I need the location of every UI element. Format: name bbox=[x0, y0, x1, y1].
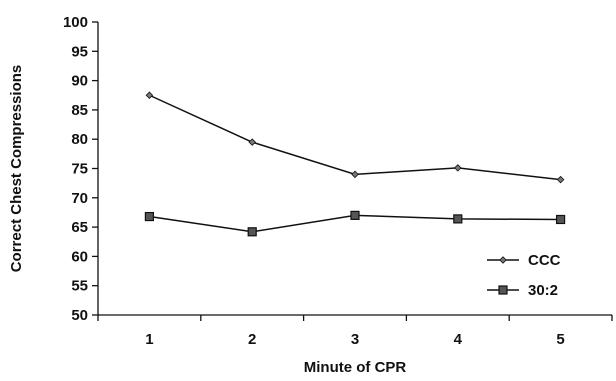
y-axis: 50 55 60 65 70 75 80 85 90 95 100 bbox=[63, 14, 99, 324]
x-tick-label: 2 bbox=[248, 331, 256, 348]
y-tick-label: 70 bbox=[71, 190, 88, 207]
x-axis-title: Minute of CPR bbox=[304, 359, 407, 376]
y-tick-label: 80 bbox=[71, 131, 88, 148]
legend: CCC 30:2 bbox=[487, 252, 561, 299]
data-point bbox=[144, 211, 154, 222]
y-axis-title: Correct Chest Compressions bbox=[8, 65, 25, 273]
data-point bbox=[351, 170, 359, 179]
y-tick-label: 75 bbox=[71, 161, 88, 178]
y-tick-label: 65 bbox=[71, 219, 88, 236]
x-tick-label: 5 bbox=[556, 331, 564, 348]
y-tick-label: 95 bbox=[71, 43, 88, 60]
y-tick-label: 85 bbox=[71, 102, 88, 119]
data-point bbox=[247, 227, 257, 237]
series-line bbox=[149, 94, 561, 181]
x-tick-label: 4 bbox=[454, 331, 463, 348]
data-point bbox=[453, 214, 463, 224]
data-point bbox=[145, 91, 154, 100]
series-layer bbox=[144, 91, 566, 237]
legend-label: CCC bbox=[528, 252, 561, 269]
data-point bbox=[454, 164, 462, 172]
legend-item: CCC bbox=[487, 252, 561, 269]
data-point bbox=[556, 175, 565, 184]
legend-item: 30:2 bbox=[487, 282, 558, 299]
series-2 bbox=[144, 210, 566, 237]
legend-label: 30:2 bbox=[528, 282, 558, 299]
y-tick-label: 100 bbox=[63, 14, 88, 31]
y-tick-label: 90 bbox=[71, 73, 88, 90]
data-point bbox=[555, 214, 566, 225]
x-tick-label: 3 bbox=[351, 331, 359, 348]
x-tick-label: 1 bbox=[145, 331, 153, 348]
data-point bbox=[350, 210, 360, 220]
y-tick-label: 55 bbox=[71, 278, 88, 295]
data-point bbox=[248, 138, 256, 146]
y-tick-label: 50 bbox=[71, 307, 88, 324]
y-tick-label: 60 bbox=[71, 248, 88, 265]
series-1 bbox=[145, 91, 565, 184]
legend-marker bbox=[498, 285, 508, 295]
x-axis: 1 2 3 4 5 bbox=[97, 314, 613, 348]
legend-marker bbox=[499, 256, 507, 264]
